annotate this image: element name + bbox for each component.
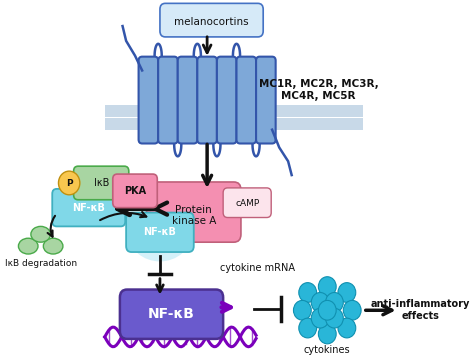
- Ellipse shape: [31, 226, 50, 242]
- Text: NF-κB: NF-κB: [148, 307, 195, 321]
- Text: NF-κB: NF-κB: [73, 203, 105, 213]
- FancyBboxPatch shape: [158, 57, 178, 144]
- Text: melanocortins: melanocortins: [174, 17, 249, 27]
- Circle shape: [326, 292, 343, 312]
- Text: cytokine mRNA: cytokine mRNA: [220, 263, 295, 273]
- Text: cAMP: cAMP: [235, 199, 259, 208]
- FancyBboxPatch shape: [217, 57, 237, 144]
- Circle shape: [326, 308, 343, 328]
- FancyBboxPatch shape: [138, 57, 158, 144]
- FancyBboxPatch shape: [113, 174, 157, 208]
- Circle shape: [319, 277, 336, 296]
- Circle shape: [338, 318, 356, 338]
- Ellipse shape: [43, 238, 63, 254]
- Circle shape: [293, 300, 311, 320]
- FancyBboxPatch shape: [120, 290, 223, 339]
- Circle shape: [311, 308, 329, 328]
- Text: cytokines: cytokines: [304, 345, 351, 355]
- Text: IκB degradation: IκB degradation: [5, 260, 77, 268]
- Text: P: P: [66, 180, 73, 188]
- Text: PKA: PKA: [124, 186, 146, 196]
- FancyBboxPatch shape: [197, 57, 217, 144]
- FancyBboxPatch shape: [126, 212, 194, 252]
- FancyBboxPatch shape: [223, 188, 271, 217]
- FancyBboxPatch shape: [73, 166, 129, 200]
- Circle shape: [319, 300, 336, 320]
- Circle shape: [343, 300, 361, 320]
- Ellipse shape: [129, 207, 191, 261]
- Circle shape: [319, 324, 336, 344]
- FancyBboxPatch shape: [256, 57, 276, 144]
- Circle shape: [299, 283, 317, 302]
- Circle shape: [299, 318, 317, 338]
- Circle shape: [58, 171, 80, 195]
- FancyBboxPatch shape: [237, 57, 256, 144]
- Circle shape: [338, 283, 356, 302]
- Bar: [105, 118, 363, 130]
- Ellipse shape: [18, 238, 38, 254]
- Text: MC1R, MC2R, MC3R,
MC4R, MC5R: MC1R, MC2R, MC3R, MC4R, MC5R: [258, 79, 378, 101]
- Circle shape: [311, 292, 329, 312]
- Text: IκB: IκB: [93, 178, 109, 188]
- FancyBboxPatch shape: [52, 189, 125, 226]
- FancyBboxPatch shape: [178, 57, 197, 144]
- Text: NF-κB: NF-κB: [144, 227, 176, 237]
- Text: anti-inflammatory
effects: anti-inflammatory effects: [371, 300, 470, 321]
- Bar: [105, 105, 363, 117]
- Text: Protein
kinase A: Protein kinase A: [172, 205, 216, 226]
- FancyBboxPatch shape: [160, 3, 263, 37]
- FancyBboxPatch shape: [146, 182, 241, 242]
